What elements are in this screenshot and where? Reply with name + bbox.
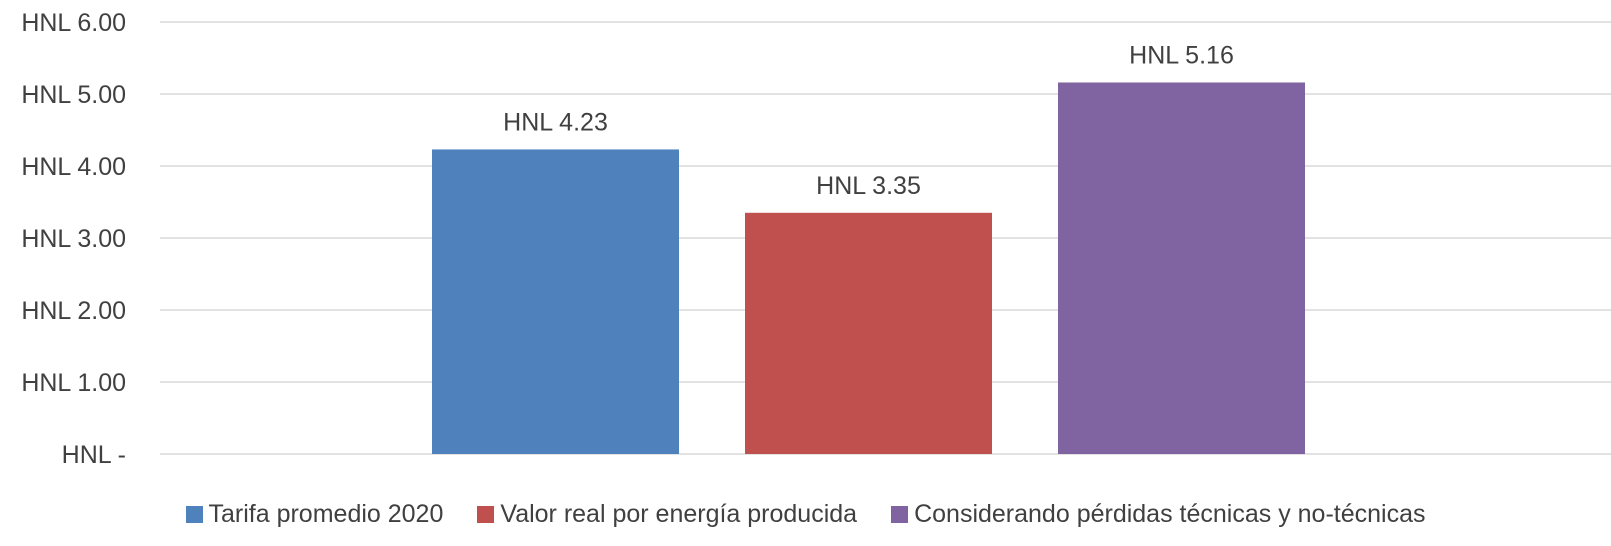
legend: Tarifa promedio 2020 Valor real por ener…: [0, 500, 1611, 529]
bar: [432, 149, 679, 454]
legend-label-valor-real: Valor real por energía producida: [500, 500, 858, 528]
bar-data-label: HNL 4.23: [503, 108, 608, 136]
bar-data-label: HNL 5.16: [1129, 41, 1234, 69]
bar: [1058, 82, 1305, 454]
y-tick-label: HNL 5.00: [21, 81, 126, 109]
legend-swatch-tarifa: [185, 506, 203, 523]
legend-item-tarifa: Tarifa promedio 2020: [185, 500, 444, 529]
y-tick-label: HNL 2.00: [21, 297, 126, 325]
legend-swatch-valor-real: [477, 506, 495, 523]
y-tick-label: HNL 3.00: [21, 225, 126, 253]
legend-label-perdidas: Considerando pérdidas técnicas y no-técn…: [914, 500, 1426, 528]
legend-item-perdidas: Considerando pérdidas técnicas y no-técn…: [891, 500, 1425, 529]
y-tick-label: HNL -: [62, 441, 126, 469]
bar: [745, 212, 992, 454]
y-tick-label: HNL 1.00: [21, 369, 126, 397]
legend-swatch-perdidas: [891, 506, 909, 523]
y-tick-label: HNL 6.00: [21, 9, 126, 37]
legend-label-tarifa: Tarifa promedio 2020: [208, 500, 444, 528]
legend-item-valor-real: Valor real por energía producida: [477, 500, 857, 529]
bar-chart: HNL - HNL 1.00 HNL 2.00 HNL 3.00 HNL 4.00 HNL…: [21, 9, 1611, 469]
bar-data-label: HNL 3.35: [816, 172, 921, 200]
y-tick-label: HNL 4.00: [21, 153, 126, 181]
